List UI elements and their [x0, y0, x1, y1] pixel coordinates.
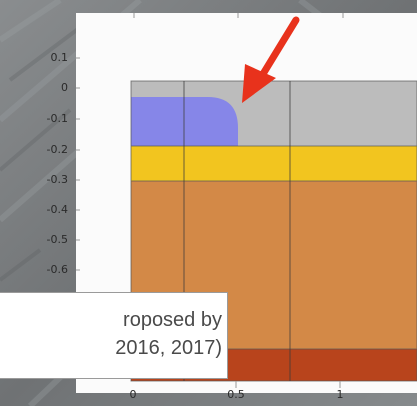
x-tick-label: 1 [336, 388, 344, 401]
y-tick-label: -0.5 [46, 233, 68, 246]
x-tick-label: 0 [129, 388, 137, 401]
y-tick-label: 0.1 [50, 51, 69, 64]
caption-box: roposed by 2016, 2017) [0, 292, 228, 379]
y-tick-label: -0.6 [46, 263, 68, 276]
y-tick-label: -0.1 [46, 112, 68, 125]
x-tick-label: 0.5 [227, 388, 245, 401]
y-tick-label: -0.3 [46, 173, 68, 186]
y-tick-label: -0.2 [46, 143, 68, 156]
x-tick-marks [235, 381, 341, 388]
yellow-layer [131, 146, 417, 181]
caption-line-1: roposed by [123, 309, 222, 331]
y-tick-label: 0 [61, 81, 68, 94]
y-tick-marks [76, 57, 80, 271]
red-arrow-icon [242, 16, 300, 103]
caption-line-2: 2016, 2017) [115, 337, 222, 359]
top-tick-marks [133, 13, 344, 18]
y-tick-label: -0.4 [46, 203, 68, 216]
